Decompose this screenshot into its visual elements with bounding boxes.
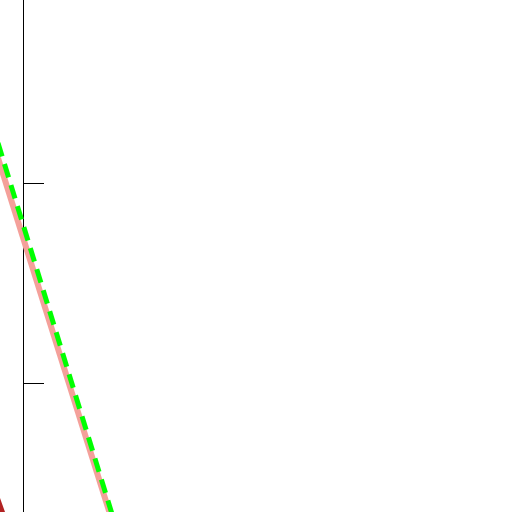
line-series — [0, 157, 113, 512]
corner-mark — [0, 498, 5, 512]
